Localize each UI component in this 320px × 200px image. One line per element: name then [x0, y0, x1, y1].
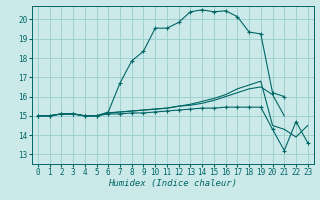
X-axis label: Humidex (Indice chaleur): Humidex (Indice chaleur)	[108, 179, 237, 188]
